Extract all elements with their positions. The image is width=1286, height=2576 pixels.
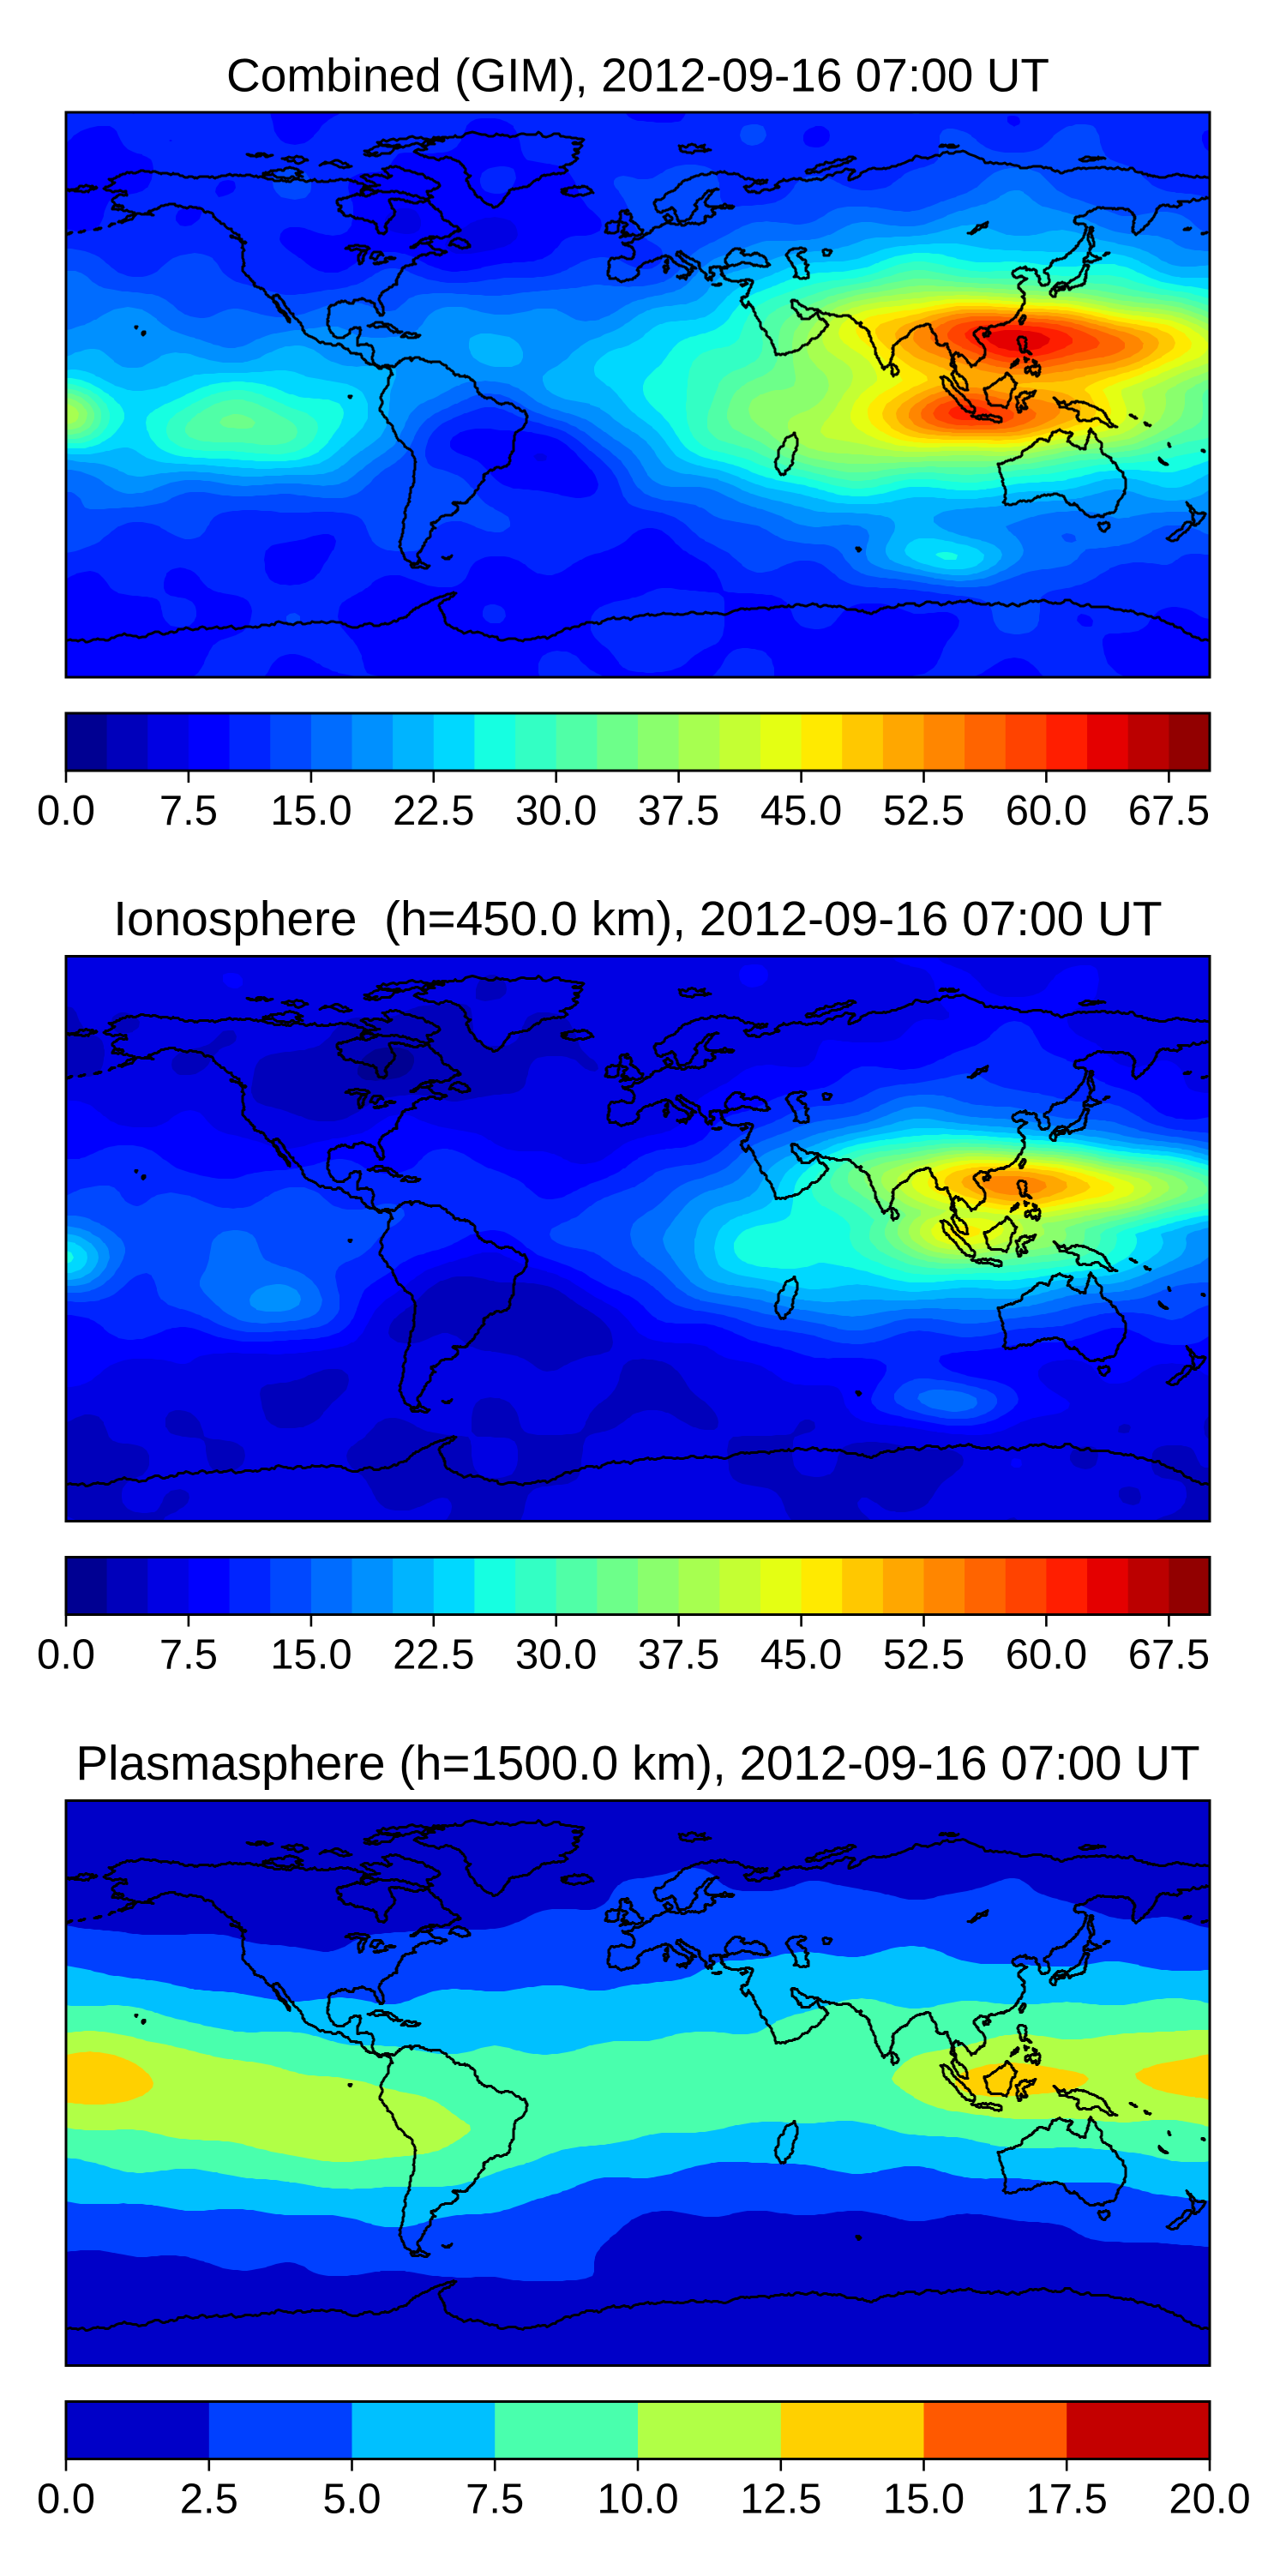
svg-text:7.5: 7.5 — [159, 1632, 218, 1678]
svg-text:Plasmasphere (h=1500.0 km), 20: Plasmasphere (h=1500.0 km), 2012-09-16 0… — [75, 1736, 1199, 1790]
svg-text:30.0: 30.0 — [515, 1632, 597, 1678]
svg-text:52.5: 52.5 — [883, 788, 964, 834]
svg-text:15.0: 15.0 — [270, 788, 352, 834]
svg-text:0.0: 0.0 — [37, 2477, 95, 2523]
svg-text:12.5: 12.5 — [740, 2477, 821, 2523]
svg-text:0.0: 0.0 — [37, 788, 95, 834]
svg-text:5.0: 5.0 — [322, 2477, 381, 2523]
svg-text:20.0: 20.0 — [1169, 2477, 1250, 2523]
svg-text:67.5: 67.5 — [1128, 1632, 1210, 1678]
svg-text:7.5: 7.5 — [159, 788, 218, 834]
svg-text:15.0: 15.0 — [883, 2477, 964, 2523]
svg-text:37.5: 37.5 — [638, 788, 719, 834]
svg-text:Combined (GIM), 2012-09-16 07:: Combined (GIM), 2012-09-16 07:00 UT — [226, 49, 1049, 102]
svg-text:Ionosphere (h=450.0 km), 2012: Ionosphere (h=450.0 km), 2012-09-16 07:0… — [113, 892, 1162, 946]
svg-text:45.0: 45.0 — [760, 788, 842, 834]
svg-text:15.0: 15.0 — [270, 1632, 352, 1678]
svg-text:10.0: 10.0 — [597, 2477, 678, 2523]
svg-text:2.5: 2.5 — [180, 2477, 238, 2523]
svg-text:60.0: 60.0 — [1006, 788, 1087, 834]
svg-text:22.5: 22.5 — [393, 1632, 474, 1678]
svg-text:30.0: 30.0 — [515, 788, 597, 834]
svg-text:52.5: 52.5 — [883, 1632, 964, 1678]
svg-text:67.5: 67.5 — [1128, 788, 1210, 834]
svg-text:17.5: 17.5 — [1026, 2477, 1108, 2523]
svg-text:0.0: 0.0 — [37, 1632, 95, 1678]
svg-text:22.5: 22.5 — [393, 788, 474, 834]
svg-text:37.5: 37.5 — [638, 1632, 719, 1678]
svg-text:45.0: 45.0 — [760, 1632, 842, 1678]
svg-text:60.0: 60.0 — [1006, 1632, 1087, 1678]
svg-text:7.5: 7.5 — [466, 2477, 524, 2523]
